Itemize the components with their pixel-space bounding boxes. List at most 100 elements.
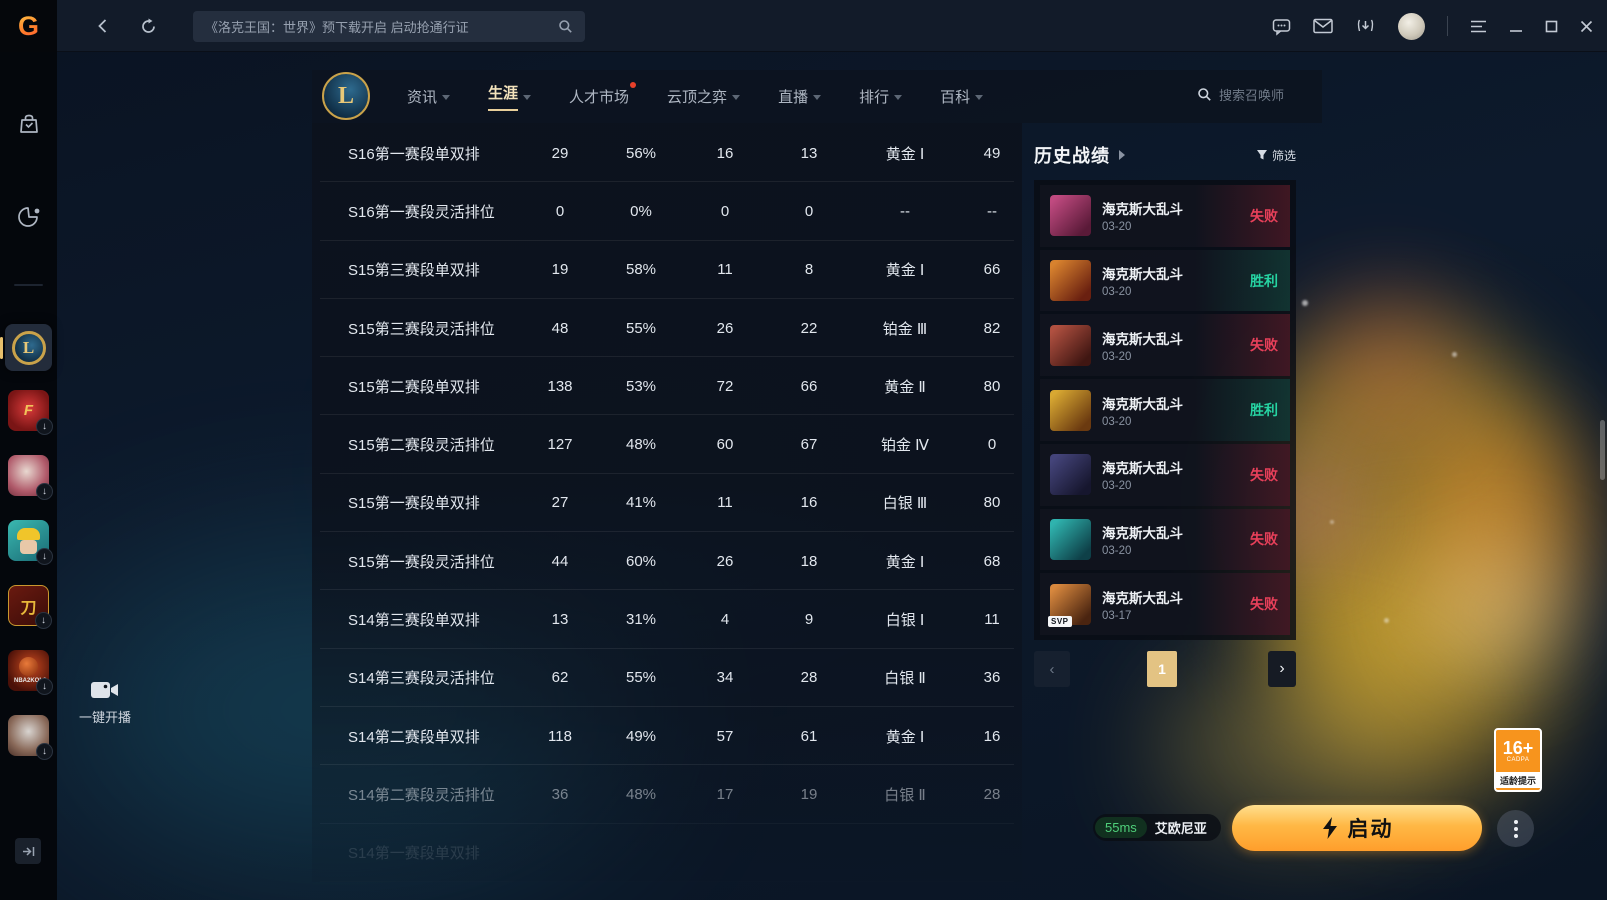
champion-avatar: [1050, 518, 1091, 560]
history-header: 历史战绩 筛选: [1034, 138, 1296, 172]
age-caption: 适龄提示: [1496, 772, 1540, 788]
table-row[interactable]: S14第二赛段灵活排位 36 48% 17 19 白银 Ⅱ 28: [312, 765, 1022, 823]
list-item[interactable]: 海克斯大乱斗 03-20 失败: [1040, 508, 1290, 571]
table-row[interactable]: S16第一赛段单双排 29 56% 16 13 黄金 Ⅰ 49: [312, 124, 1022, 183]
mail-button[interactable]: [1313, 18, 1333, 34]
list-item[interactable]: 海克斯大乱斗 03-20 胜利: [1040, 379, 1290, 441]
summoner-search-input[interactable]: 搜索召唤师: [1197, 85, 1284, 104]
app-logo[interactable]: G: [0, 0, 57, 52]
chevron-down-icon: [894, 95, 903, 100]
chevron-down-icon: [442, 95, 451, 100]
sidebar-item-game-2[interactable]: ↓: [8, 455, 53, 500]
table-row[interactable]: S16第一赛段灵活排位 0 0% 0 0 -- --: [312, 182, 1022, 241]
pagination: ‹ 1 ›: [1034, 651, 1296, 687]
nav-item-ranking[interactable]: 排行: [859, 86, 903, 107]
lol-nav-logo[interactable]: L: [322, 72, 370, 120]
nav-item-career[interactable]: 生涯: [488, 82, 532, 111]
table-row[interactable]: S15第二赛段单双排 138 53% 72 66 黄金 Ⅱ 80: [312, 357, 1022, 416]
prev-page-button[interactable]: ‹: [1034, 651, 1070, 687]
scrollbar-thumb[interactable]: [1600, 420, 1605, 480]
filter-button[interactable]: 筛选: [1256, 147, 1296, 164]
launch-options-button[interactable]: [1497, 810, 1534, 847]
match-result: 胜利: [1250, 272, 1278, 289]
chat-button[interactable]: [1272, 17, 1291, 36]
download-badge-icon: ↓: [36, 678, 53, 695]
download-badge-icon: ↓: [36, 483, 53, 500]
collapse-arrow-icon: [22, 846, 34, 856]
next-page-button[interactable]: ›: [1268, 651, 1296, 687]
store-button[interactable]: [0, 112, 57, 136]
match-result: 失败: [1250, 466, 1278, 483]
history-title: 历史战绩: [1034, 146, 1110, 166]
game-library-button[interactable]: [0, 205, 57, 229]
top-search-bar[interactable]: 《洛克王国：世界》预下载开启 启动抢通行证: [193, 11, 585, 42]
page-number[interactable]: 1: [1147, 651, 1177, 687]
list-item[interactable]: 海克斯大乱斗 03-20 失败: [1040, 443, 1290, 506]
download-badge-icon: ↓: [36, 743, 53, 760]
nav-item-wiki[interactable]: 百科: [940, 86, 984, 107]
list-item[interactable]: 海克斯大乱斗 03-20 胜利: [1040, 249, 1290, 312]
cf-game-icon: F: [23, 402, 34, 419]
kebab-menu-icon: [1513, 819, 1518, 838]
left-rail: L F ↓ ↓ ↓ 刀 ↓ NBA2KOL2 ↓ ↓: [0, 52, 57, 900]
table-row[interactable]: S14第二赛段单双排 118 49% 57 61 黄金 Ⅰ 16: [312, 707, 1022, 766]
close-button[interactable]: [1580, 20, 1593, 33]
user-avatar[interactable]: [1398, 12, 1425, 40]
champion-avatar: SVP: [1048, 583, 1091, 627]
table-row[interactable]: S14第一赛段单双排: [312, 824, 1022, 882]
champion-avatar: [1050, 324, 1091, 366]
svp-badge: SVP: [1048, 615, 1072, 627]
nav-item-tft[interactable]: 云顶之弈: [667, 86, 741, 107]
champion-avatar: [1050, 389, 1091, 431]
sidebar-item-game-nba[interactable]: NBA2KOL2 ↓: [8, 650, 53, 695]
back-button[interactable]: [89, 12, 117, 40]
minimize-button[interactable]: [1509, 20, 1523, 33]
download-manager-button[interactable]: [1355, 17, 1376, 35]
maximize-button[interactable]: [1545, 20, 1558, 33]
sidebar-item-game-cf[interactable]: F ↓: [8, 390, 53, 435]
list-item[interactable]: 海克斯大乱斗 03-20 失败: [1040, 185, 1290, 247]
champion-avatar: [1050, 260, 1091, 302]
one-click-stream-button[interactable]: 一键开播: [70, 680, 140, 726]
chevron-right-icon[interactable]: [1119, 150, 1125, 160]
main-nav: L 资讯 生涯 人才市场 云顶之弈 直播 排行 百科 搜索召唤师: [312, 70, 1322, 123]
active-game-indicator: [0, 337, 3, 359]
wegame-logo-icon: G: [17, 10, 39, 41]
sidebar-item-game-4[interactable]: 刀 ↓: [8, 585, 52, 629]
list-item[interactable]: 海克斯大乱斗 03-20 失败: [1040, 314, 1290, 377]
server-selector[interactable]: 55ms 艾欧尼亚: [1093, 814, 1221, 841]
summoner-search-placeholder: 搜索召唤师: [1218, 88, 1284, 103]
rail-collapse-button[interactable]: [15, 838, 41, 864]
table-row[interactable]: S14第三赛段单双排 13 31% 4 9 白银 Ⅰ 11: [312, 590, 1022, 649]
match-result: 失败: [1250, 207, 1278, 224]
nav-item-talent-market[interactable]: 人才市场: [569, 82, 637, 107]
download-badge-icon: ↓: [35, 612, 52, 629]
search-icon[interactable]: [558, 19, 573, 34]
sidebar-item-game-3[interactable]: ↓: [8, 520, 53, 565]
title-bar: G 《洛克王国：世界》预下载开启 启动抢通行证: [0, 0, 1607, 52]
main-menu-button[interactable]: [1470, 20, 1487, 33]
menu-icon: [1471, 20, 1486, 32]
table-row[interactable]: S15第一赛段单双排 27 41% 11 16 白银 Ⅲ 80: [312, 474, 1022, 533]
nav-item-live[interactable]: 直播: [778, 86, 822, 107]
table-row[interactable]: S14第三赛段灵活排位 62 55% 34 28 白银 Ⅱ 36: [312, 649, 1022, 708]
nav-item-news[interactable]: 资讯: [407, 86, 451, 107]
refresh-button[interactable]: [134, 12, 162, 40]
lightning-icon: [1322, 817, 1337, 839]
chevron-down-icon: [975, 95, 984, 100]
champion-avatar: [1050, 195, 1091, 237]
launch-label: 启动: [1347, 818, 1394, 841]
table-row[interactable]: S15第三赛段灵活排位 48 55% 26 22 铂金 Ⅲ 82: [312, 299, 1022, 358]
mail-icon: [1313, 18, 1333, 34]
sidebar-item-game-6[interactable]: ↓: [8, 715, 53, 760]
table-row[interactable]: S15第三赛段单双排 19 58% 11 8 黄金 Ⅰ 66: [312, 241, 1022, 300]
sidebar-item-lol[interactable]: L: [5, 324, 52, 371]
dao-game-icon: 刀: [20, 599, 37, 617]
result-strip: [1195, 249, 1290, 312]
ping-badge: 55ms: [1095, 817, 1147, 838]
table-row[interactable]: S15第一赛段灵活排位 44 60% 26 18 黄金 Ⅰ 68: [312, 532, 1022, 591]
list-item[interactable]: SVP 海克斯大乱斗 03-17 失败: [1040, 573, 1290, 636]
launch-button[interactable]: 启动: [1232, 805, 1482, 851]
